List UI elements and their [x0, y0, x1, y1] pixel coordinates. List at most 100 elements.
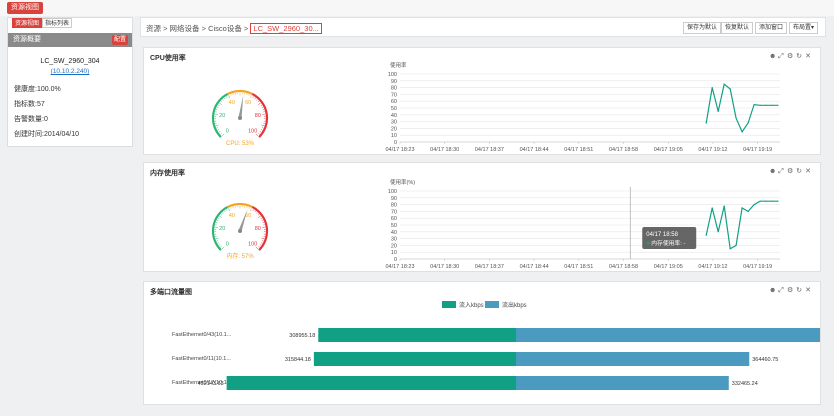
gauge-tick [261, 106, 264, 109]
layout-dropdown[interactable]: 布局置▾ [789, 22, 819, 34]
add-window-button[interactable]: 添加窗口 [755, 22, 788, 34]
gauge-tick-label: 80 [255, 113, 261, 119]
gauge-pivot [238, 229, 242, 233]
y-tick-label: 10 [391, 133, 397, 139]
tooltip-series: 内存使用率: - [651, 239, 685, 247]
gauge-tick [258, 246, 260, 248]
data-point [717, 231, 719, 233]
tooltip-time: 04/17 18:58 [646, 232, 678, 238]
data-point [747, 210, 749, 212]
gauge-tick-label: 40 [229, 100, 235, 106]
restore-default-button[interactable]: 恢复默认 [721, 22, 754, 34]
close-icon[interactable]: ✕ [805, 287, 814, 294]
resource-summary-title: 资源概要 [13, 36, 41, 43]
close-icon[interactable]: ✕ [805, 53, 814, 60]
gauge-tick [221, 133, 225, 137]
settings-icon[interactable]: ⚙ [787, 168, 797, 175]
device-ip-link[interactable]: (10.10.2.240) [50, 68, 90, 75]
data-point [729, 248, 731, 250]
gear-icon[interactable]: ☻ [769, 168, 780, 175]
refresh-icon[interactable]: ↻ [796, 287, 805, 294]
gauge-tick [262, 109, 265, 111]
y-tick-label: 40 [391, 113, 397, 119]
expand-icon[interactable]: ⤢ [778, 168, 787, 175]
data-point [705, 234, 707, 236]
gauge-tick [257, 213, 260, 216]
data-point [759, 200, 761, 202]
y-tick-label: 70 [391, 92, 397, 98]
data-point [777, 200, 779, 202]
gauge-tick [219, 102, 222, 105]
memory-panel-title: 内存使用率 [150, 170, 185, 177]
settings-icon[interactable]: ⚙ [787, 287, 797, 294]
port-traffic-panel: 多端口流量图 ☻⤢⚙↻✕ 流入kbps 流出kbps FastEthernet0/4… [143, 281, 821, 405]
gauge-tick [260, 217, 263, 219]
x-tick-label: 04/17 19:19 [743, 264, 772, 270]
tab-resource-view[interactable]: 资源视图 [12, 18, 43, 28]
gear-icon[interactable]: ☻ [769, 287, 780, 294]
y-tick-label: 80 [391, 86, 397, 92]
data-point [771, 104, 773, 106]
resource-summary-header: 资源概要 配置 [8, 33, 132, 47]
gear-icon[interactable]: ☻ [769, 53, 780, 60]
data-point [759, 104, 761, 106]
y-tick-label: 0 [394, 140, 397, 146]
legend-label-out: 流出kbps [502, 301, 527, 309]
gauge-tick-label: 40 [229, 213, 235, 219]
expand-icon[interactable]: ⤢ [778, 53, 787, 60]
gauge-tick [216, 219, 219, 222]
gauge-tick [215, 109, 218, 111]
x-tick-label: 04/17 18:30 [430, 147, 459, 153]
gauge-tick [216, 106, 219, 109]
memory-panel: 内存使用率 ☻⤢⚙↻✕ 0 20 40 60 80 100 内存: 57% 使用率(%) 10… [143, 162, 821, 272]
gauge-arc-low [211, 92, 229, 138]
gauge-tick [261, 127, 264, 129]
x-tick-label: 04/17 18:58 [609, 264, 638, 270]
gauge-tick [217, 242, 220, 244]
x-tick-label: 04/17 18:44 [520, 264, 549, 270]
x-tick-label: 04/17 18:58 [609, 147, 638, 153]
refresh-icon[interactable]: ↻ [796, 53, 805, 60]
port-panel-title: 多端口流量图 [150, 289, 192, 296]
category-label: FastEthernet0/17(10.1... [172, 380, 232, 386]
breadcrumb-bar: 资源 > 网络设备 > Cisco设备 > LC_SW_2960_30... 保… [140, 17, 826, 37]
gauge-tick [257, 100, 260, 103]
y-tick-label: 70 [391, 209, 397, 215]
data-point [723, 205, 725, 207]
cpu-panel-title: CPU使用率 [150, 55, 186, 62]
cpu-panel: CPU使用率 ☻⤢⚙↻✕ 0 20 40 60 80 100 CPU: 53% 使用率 100… [143, 47, 821, 155]
save-default-button[interactable]: 保存为默认 [683, 22, 722, 34]
refresh-icon[interactable]: ↻ [796, 168, 805, 175]
settings-icon[interactable]: ⚙ [787, 53, 797, 60]
config-button[interactable]: 配置 [111, 35, 128, 45]
alarm-count: 告警数量:0 [14, 116, 48, 123]
gauge-value-label: 内存: 57% [226, 252, 254, 260]
x-tick-label: 04/17 19:12 [698, 147, 727, 153]
gauge-tick [226, 209, 228, 211]
gauge-tick [215, 124, 219, 127]
bar-inflow [313, 352, 516, 366]
breadcrumb-path[interactable]: 资源 > 网络设备 > Cisco设备 > [146, 24, 251, 33]
y-axis-title: 使用率 [390, 61, 407, 69]
gauge-tick [260, 104, 263, 106]
close-icon[interactable]: ✕ [805, 168, 814, 175]
gauge-tick [258, 102, 261, 105]
top-bar: 资源视图 [0, 0, 834, 16]
breadcrumb: 资源 > 网络设备 > Cisco设备 > LC_SW_2960_30... [146, 23, 322, 34]
tab-metric-list[interactable]: 指标列表 [42, 18, 73, 28]
gauge-arc-low [211, 205, 229, 251]
y-tick-label: 30 [391, 120, 397, 126]
top-tab-resource-view[interactable]: 资源视图 [7, 2, 43, 14]
gauge-tick [226, 96, 228, 98]
gauge-tick [258, 215, 261, 218]
gauge-tick [215, 237, 219, 240]
x-tick-label: 04/17 18:37 [475, 147, 504, 153]
y-tick-label: 100 [388, 189, 397, 195]
category-label: FastEthernet0/11(10.1... [172, 356, 231, 362]
breadcrumb-current: LC_SW_2960_30... [250, 23, 322, 34]
y-tick-label: 50 [391, 223, 397, 229]
expand-icon[interactable]: ⤢ [778, 287, 787, 294]
bar-value-in: 452143.63 [198, 381, 224, 387]
data-point [735, 117, 737, 119]
y-tick-label: 60 [391, 99, 397, 105]
